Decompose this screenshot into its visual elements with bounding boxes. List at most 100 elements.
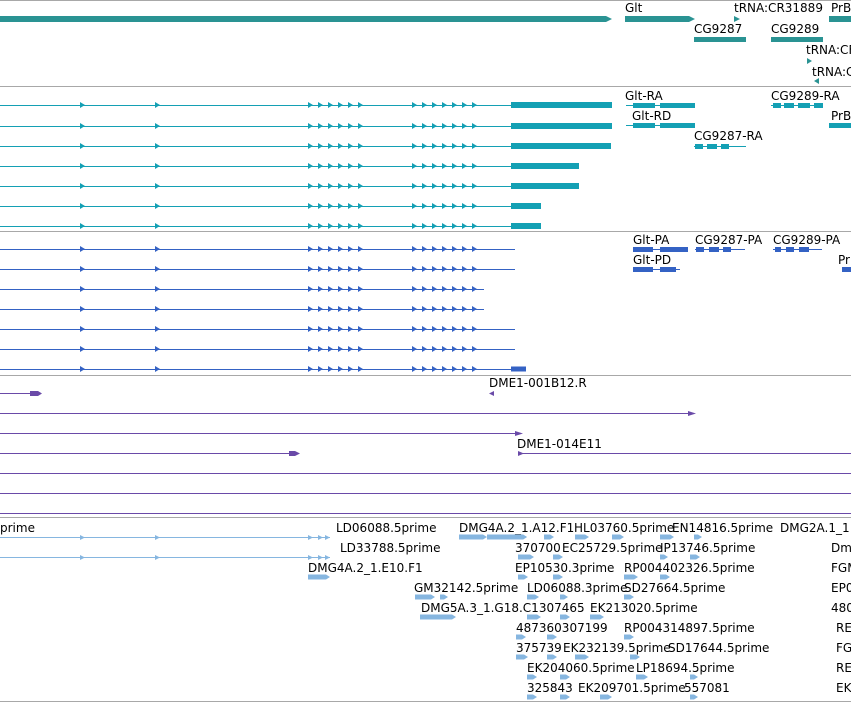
gene-label-trna-cf: tRNA:CF [806,43,851,57]
feature-row[interactable] [0,366,526,372]
trna-arrow-icon[interactable] [807,58,812,64]
feature-row[interactable] [0,203,541,209]
feature-row[interactable] [0,246,515,252]
feature-row[interactable] [0,326,515,332]
est-feature-arrow[interactable] [515,534,527,540]
feature-row[interactable] [0,102,612,108]
est-feature-arrow[interactable] [527,674,537,680]
feature-row[interactable] [0,266,515,272]
est-feature-arrow[interactable] [560,674,570,680]
est-label: 480 [831,601,851,615]
feature-row[interactable] [0,286,484,292]
transcript-label-glt-rd: Glt-RD [632,109,671,123]
est-feature-arrow[interactable] [420,614,456,620]
est-feature-arrow[interactable] [553,574,563,580]
protein-pr[interactable] [842,267,851,272]
est-feature-arrow[interactable] [690,694,698,700]
est-feature-arrow[interactable] [415,594,435,600]
est-feature-arrow[interactable] [612,534,624,540]
est-feature-arrow[interactable] [690,554,700,560]
est-feature-arrow[interactable] [600,694,612,700]
protein-label-cg9287-pa: CG9287-PA [695,233,763,247]
est-feature-arrow[interactable] [547,634,557,640]
gene-feature-arrow[interactable] [0,16,612,22]
est-feature-arrow[interactable] [516,634,526,640]
clone-row[interactable] [0,431,523,436]
est-feature-arrow[interactable] [527,694,537,700]
est-label: FGM [831,561,851,575]
est-feature-arrow[interactable] [518,554,534,560]
feature-row[interactable] [0,346,515,352]
est-feature-arrow[interactable] [636,674,648,680]
est-feature-arrow[interactable] [544,534,554,540]
est-label: RE [836,621,851,635]
est-feature-arrow[interactable] [575,534,589,540]
est-feature-arrow[interactable] [590,614,604,620]
est-feature-arrow[interactable] [308,574,330,580]
est-label: EN14816.5prime [672,521,773,535]
transcript-cg9287-ra[interactable] [694,144,746,149]
est-label: DMG2A.1_1 [780,521,850,535]
clone-label-dme1-001b12: DME1-001B12.R [489,376,587,390]
gene-feature-prb[interactable] [829,16,851,22]
protein-cg9287-pa[interactable] [695,247,745,252]
est-feature-arrow[interactable] [630,654,640,660]
est-feature-arrow[interactable] [440,594,448,600]
est-feature-arrow[interactable] [547,654,557,660]
transcript-cg9289-ra[interactable] [771,103,823,108]
est-feature-arrow[interactable] [527,614,541,620]
protein-label-pr: Pr [838,253,850,267]
gene-feature-cg9289[interactable] [771,37,823,42]
est-feature-arrow[interactable] [624,594,634,600]
transcript-prb[interactable] [829,123,851,128]
est-label: LD06088.5prime [336,521,437,535]
est-feature-arrow[interactable] [560,614,570,620]
est-label: SD27664.5prime [624,581,725,595]
est-marks [308,534,702,700]
est-feature-arrow[interactable] [660,574,670,580]
transcript-glt-rd[interactable] [626,123,695,128]
clone-row[interactable] [0,451,300,456]
clone-arrow-left-icon[interactable] [489,391,494,396]
gene-feature-glt[interactable] [625,16,695,22]
est-feature-arrow[interactable] [694,534,702,540]
clone-row[interactable] [518,451,851,456]
protein-label-cg9289-pa: CG9289-PA [773,233,841,247]
transcript-glt-ra[interactable] [626,103,695,108]
clone-row[interactable] [0,411,696,416]
trna-arrow-left-icon[interactable] [814,78,819,84]
est-feature-arrow[interactable] [553,554,563,560]
feature-row[interactable] [0,306,484,312]
feature-row[interactable] [0,183,579,189]
est-feature-arrow[interactable] [624,574,638,580]
est-feature-arrow[interactable] [660,554,668,560]
est-feature-arrow[interactable] [690,674,698,680]
est-feature-arrow[interactable] [459,534,487,540]
est-feature-arrow[interactable] [560,694,570,700]
gene-label-prb: PrB [831,1,851,15]
est-feature-arrow[interactable] [527,594,539,600]
est-feature-arrow[interactable] [624,634,634,640]
est-feature-arrow[interactable] [516,654,528,660]
gene-label-cg9287: CG9287 [694,22,742,36]
clone-row[interactable] [0,391,42,396]
feature-row[interactable] [0,123,612,129]
est-feature-arrow[interactable] [518,574,528,580]
est-label: Dm [831,541,851,555]
est-feature-arrow[interactable] [660,534,674,540]
gene-feature-cg9287[interactable] [694,37,746,42]
protein-cg9289-pa[interactable] [773,247,822,252]
trna-arrow-icon[interactable] [734,16,740,22]
est-label: EK232139.5prime [563,641,671,655]
est-feature-arrow[interactable] [575,654,589,660]
feature-row[interactable] [0,223,541,229]
protein-glt-pd[interactable] [633,267,680,272]
protein-glt-pa[interactable] [633,247,688,252]
est-row[interactable] [0,535,330,540]
gene-label-trna-c: tRNA:C [812,65,851,79]
est-feature-arrow[interactable] [560,594,568,600]
feature-row[interactable] [0,163,579,169]
feature-row[interactable] [0,143,611,149]
est-row[interactable] [0,555,330,560]
